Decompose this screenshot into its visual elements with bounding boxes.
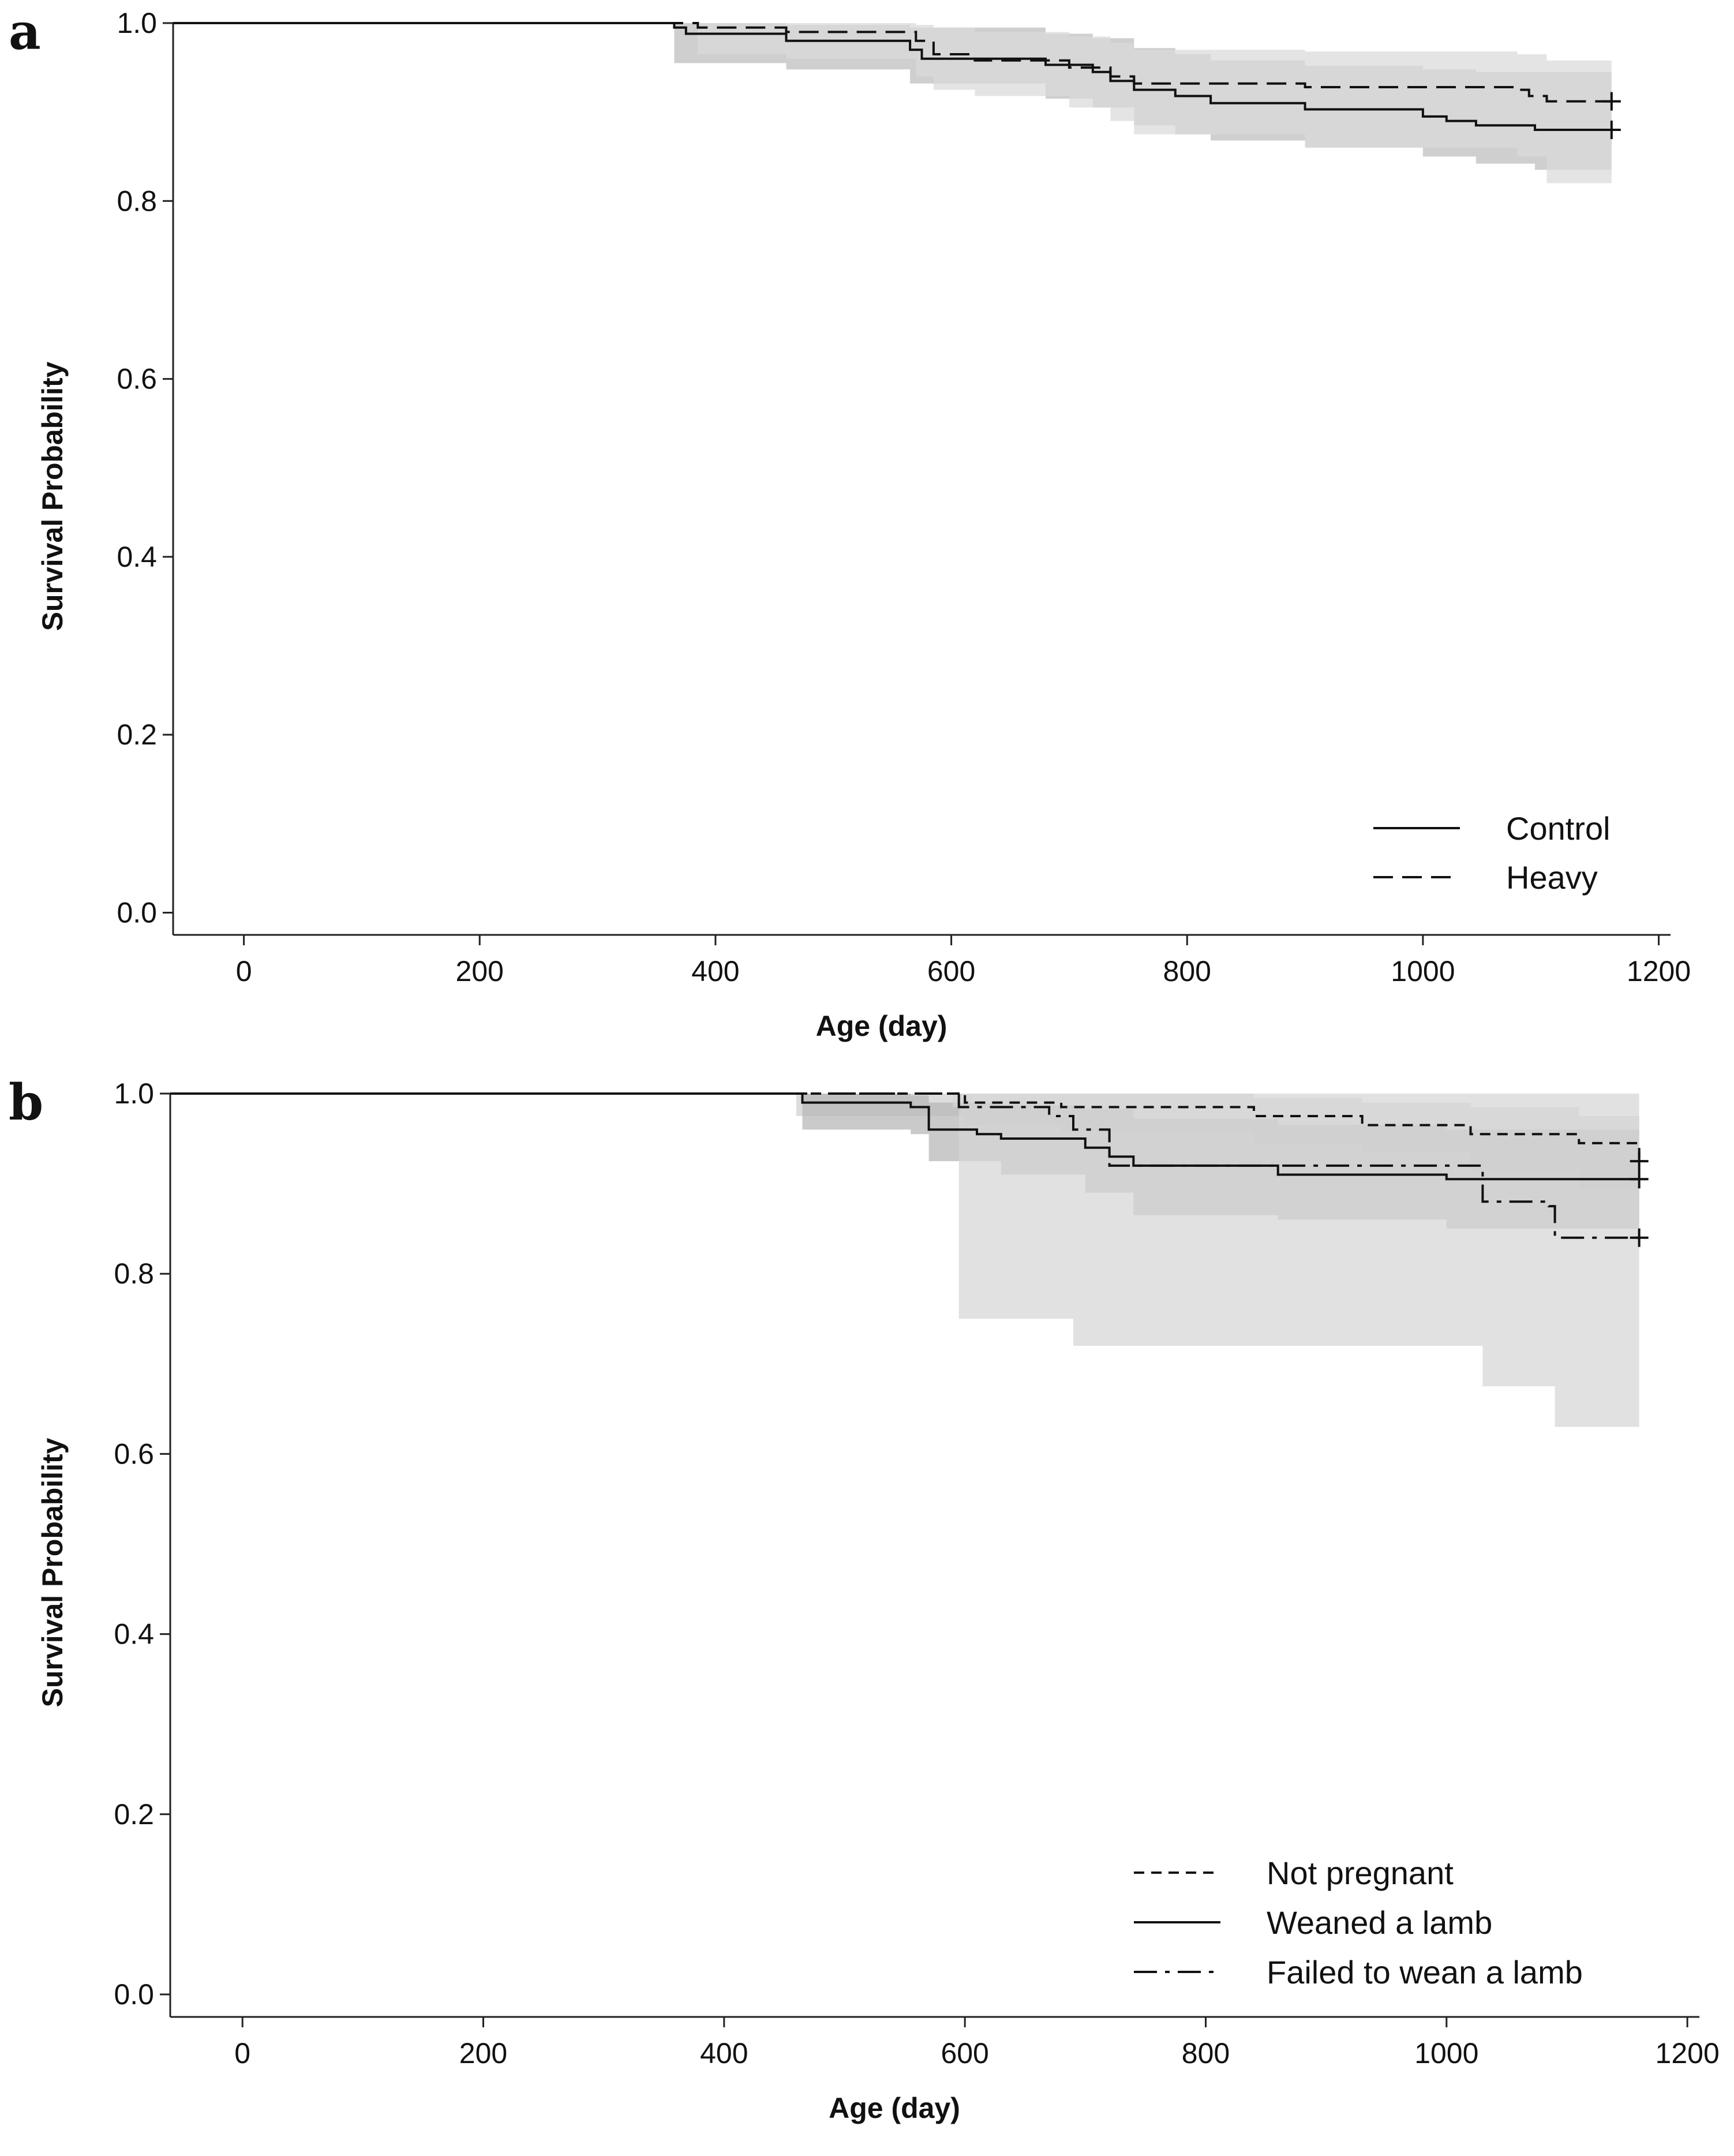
- axes: [172, 23, 1671, 936]
- censor-mark: [1630, 1228, 1649, 1247]
- y-tick-label: 0.6: [114, 1438, 154, 1470]
- series-line-not-pregnant: [170, 1092, 1641, 1162]
- chart-panel-a: a 0.0 0.2 0.4 0.6 0.8 1.0 0 200 400 600 800 1000 1200…: [9, 3, 1691, 1042]
- x-tick-label: 0: [234, 2037, 250, 2069]
- x-axis-title: Age (day): [829, 2092, 960, 2124]
- legend-label: Control: [1506, 810, 1611, 847]
- y-tick-label: 1.0: [114, 1077, 154, 1110]
- x-tick-label: 400: [691, 955, 739, 987]
- y-tick-label: 0.2: [114, 1798, 154, 1831]
- series-line-heavy: [173, 22, 1612, 103]
- chart-panel-b: b 0.0 0.2 0.4 0.6 0.8 1.0 0 200 400 600 800 1000 1200…: [9, 1073, 1720, 2124]
- legend-label: Failed to wean a lamb: [1267, 1954, 1583, 1990]
- panel-letter: b: [9, 1073, 43, 1132]
- series-line-control: [173, 22, 1612, 131]
- y-tick-label: 0.6: [117, 363, 157, 395]
- legend-label: Weaned a lamb: [1267, 1904, 1492, 1941]
- panel-letter: a: [9, 3, 41, 61]
- confidence-bands: [674, 23, 1612, 188]
- x-axis-title: Age (day): [816, 1010, 947, 1042]
- y-tick-label: 0.8: [117, 185, 157, 217]
- ci-band-failed-to-wean-a-lamb: [953, 1094, 1639, 1427]
- ci-band-heavy: [698, 23, 1612, 188]
- x-tick-label: 200: [459, 2037, 507, 2069]
- x-tick-label: 800: [1182, 2037, 1230, 2069]
- legend-label: Heavy: [1506, 859, 1598, 896]
- series-line-failed-to-wean-a-lamb: [170, 1092, 1639, 1239]
- y-tick-label: 0.0: [117, 896, 157, 929]
- x-tick-label: 1000: [1414, 2037, 1478, 2069]
- y-tick-label: 1.0: [117, 7, 157, 39]
- x-tick-label: 200: [456, 955, 504, 987]
- y-axis-title: Survival Probability: [36, 1438, 69, 1707]
- legend: Not pregnant Weaned a lamb Failed to wean …: [1134, 1855, 1583, 1990]
- y-tick-label: 0.4: [114, 1618, 154, 1650]
- x-tick-label: 1000: [1391, 955, 1455, 987]
- x-tick-label: 400: [700, 2037, 748, 2069]
- legend-label: Not pregnant: [1267, 1855, 1454, 1891]
- axes: [169, 1094, 1699, 2018]
- censor-mark: [1602, 120, 1621, 139]
- x-tick-label: 600: [927, 955, 975, 987]
- confidence-bands: [796, 1094, 1639, 1427]
- y-tick-label: 0.0: [114, 1978, 154, 2011]
- y-tick-label: 0.4: [117, 541, 157, 573]
- series-line-weaned-a-lamb: [170, 1092, 1639, 1181]
- x-tick-label: 600: [941, 2037, 988, 2069]
- censor-mark: [1602, 92, 1621, 111]
- censor-mark: [1630, 1170, 1649, 1189]
- x-tick-label: 800: [1163, 955, 1211, 987]
- x-tick-label: 0: [236, 955, 252, 987]
- y-axis-title: Survival Probability: [36, 361, 69, 631]
- y-tick-label: 0.2: [117, 718, 157, 751]
- x-tick-label: 1200: [1627, 955, 1691, 987]
- censor-mark: [1630, 1152, 1649, 1171]
- y-tick-label: 0.8: [114, 1257, 154, 1290]
- x-tick-label: 1200: [1656, 2037, 1720, 2069]
- legend: Control Heavy: [1373, 810, 1611, 896]
